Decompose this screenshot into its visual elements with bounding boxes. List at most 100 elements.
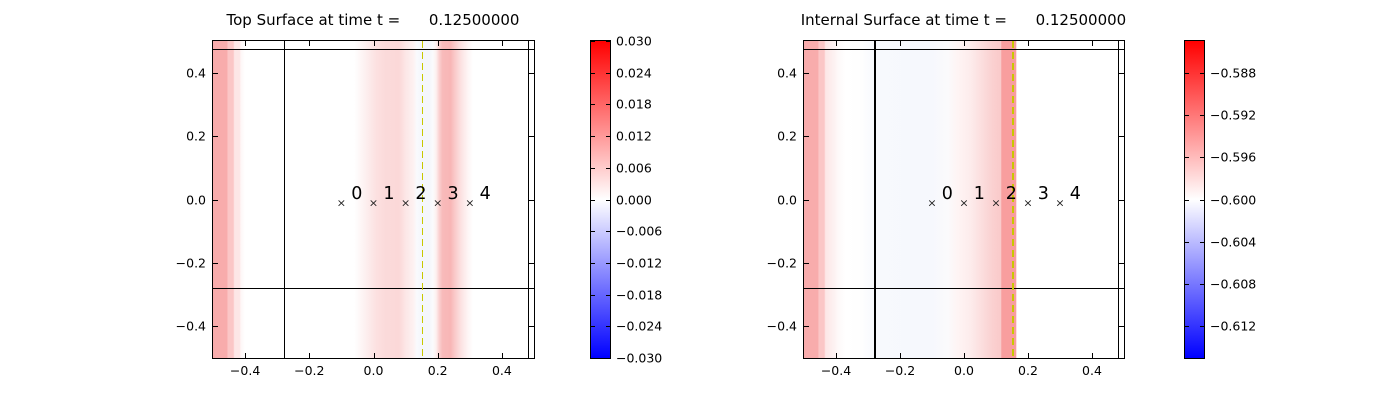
colorbar-tick-label: −0.604 [1210, 234, 1257, 250]
colorbar-tick-right [1200, 326, 1204, 328]
y-tick-right [1119, 136, 1124, 138]
colorbar-tick-right [606, 358, 610, 359]
colorbar-tick-right [606, 231, 610, 233]
y-tick-right [529, 199, 534, 201]
y-tick-left [804, 326, 809, 328]
cross-marker: × [991, 196, 1001, 210]
x-tick-label: 0.0 [954, 363, 974, 378]
mesh-line-vertical [874, 41, 876, 358]
y-tick-label: 0.2 [777, 128, 797, 144]
colorbar-tick-right [1200, 284, 1204, 286]
colorbar-tick-left [1185, 72, 1189, 74]
colorbar-tick-right [1200, 199, 1204, 201]
y-tick-label: −0.4 [175, 318, 206, 334]
colorbar-tick-right [606, 262, 610, 264]
x-tick-top [964, 41, 965, 46]
x-tick-bottom [1028, 353, 1029, 358]
colorbar-tick-label: 0.012 [616, 128, 652, 144]
y-tick-left [213, 199, 218, 201]
cross-marker: × [368, 196, 379, 210]
y-tick-label: −0.4 [766, 318, 797, 334]
y-tick-right [1119, 199, 1124, 201]
plot-title-top-surface: Top Surface at time t = 0.12500000 [226, 11, 520, 29]
colorbar-tick-left [591, 104, 595, 106]
colorbar-top-surface: 0.030 0.024 0.018 0.012 0.006 0.000 −0.006 −0.0… [590, 34, 662, 366]
marker-label: 1 [383, 184, 395, 205]
y-tick-label: −0.2 [766, 255, 797, 271]
colorbar-tick-left [591, 199, 595, 201]
plot-title-internal-surface: Internal Surface at time t = 0.12500000 [800, 11, 1127, 29]
y-tick-label: −0.2 [175, 255, 206, 271]
x-tick-bottom [245, 353, 247, 358]
mesh-line-vertical [1117, 41, 1119, 358]
colorbar-tick-label: −0.592 [1210, 107, 1257, 123]
colorbar-tick-label: 0.024 [616, 65, 652, 81]
colorbar-tick-left [591, 326, 595, 328]
mesh-line-vertical [527, 41, 529, 358]
x-tick-bottom [900, 353, 901, 358]
x-tick-top [437, 41, 439, 46]
y-tick-left [804, 199, 809, 201]
x-tick-label: 0.2 [427, 363, 448, 378]
colorbar-tick-right [606, 72, 610, 74]
cross-marker: × [433, 196, 443, 210]
colorbar-tick-left [1185, 241, 1189, 243]
mesh-line-horizontal [213, 288, 534, 290]
colorbar-tick-right [1200, 72, 1204, 74]
colorbar-gradient [1185, 41, 1204, 358]
colorbar-tick-right [1200, 241, 1204, 243]
x-tick-bottom [1092, 353, 1093, 358]
colorbar-tick-right [606, 41, 610, 42]
colorbar-tick-left [1185, 114, 1189, 116]
y-tick-label: 0.2 [186, 128, 206, 144]
heatmap-bands [213, 41, 534, 358]
colorbar-tick-label: −0.012 [616, 255, 663, 271]
marker-label: 4 [479, 184, 491, 205]
x-tick-label: −0.2 [294, 363, 325, 378]
colorbar-tick-left [1185, 326, 1189, 328]
cross-marker: × [959, 196, 969, 210]
y-tick-left [804, 262, 809, 264]
colorbar-tick-left [591, 294, 595, 296]
colorbar-tick-label: 0.000 [616, 192, 652, 207]
colorbar-tick-label: −0.600 [1210, 192, 1257, 207]
colorbar-tick-right [1200, 114, 1204, 116]
colorbar-tick-label: −0.030 [616, 350, 663, 366]
y-tick-right [529, 72, 534, 74]
cross-marker: × [400, 196, 411, 210]
colorbar-tick-label: −0.018 [616, 287, 663, 303]
y-tick-right [1119, 72, 1124, 74]
marker-label: 2 [415, 184, 427, 205]
colorbar-tick-left [1185, 199, 1189, 201]
y-tick-right [1119, 326, 1124, 328]
colorbar-tick-right [606, 104, 610, 106]
x-tick-bottom [501, 353, 503, 358]
colorbar-tick-left [591, 231, 595, 233]
y-tick-left [213, 72, 218, 74]
marker-label: 2 [1005, 184, 1017, 205]
colorbar-tick-left [591, 358, 595, 359]
colorbar-tick-left [591, 167, 595, 169]
y-tick-left [213, 262, 218, 264]
dashed-marker-line [421, 41, 424, 358]
colorbar-internal-surface: −0.588 −0.592 −0.596 −0.600 −0.604 −0.608 −0.6… [1184, 40, 1256, 359]
marker-label: 0 [351, 184, 363, 205]
marker-label: 1 [973, 184, 985, 205]
y-tick-right [529, 262, 534, 264]
x-tick-bottom [964, 353, 965, 358]
x-tick-label: −0.4 [229, 363, 261, 378]
colorbar-tick-label: −0.006 [616, 223, 663, 239]
y-tick-right [529, 326, 534, 328]
y-tick-label: 0.4 [777, 65, 797, 81]
x-tick-top [373, 41, 375, 46]
x-tick-label: −0.4 [820, 363, 852, 378]
x-tick-top [900, 41, 901, 46]
y-tick-label: 0.0 [777, 192, 797, 207]
x-tick-top [501, 41, 503, 46]
x-tick-top [1092, 41, 1093, 46]
marker-label: 0 [941, 184, 953, 205]
x-tick-bottom [836, 353, 837, 358]
colorbar-tick-label: −0.588 [1210, 65, 1257, 81]
colorbar-tick-right [606, 167, 610, 169]
